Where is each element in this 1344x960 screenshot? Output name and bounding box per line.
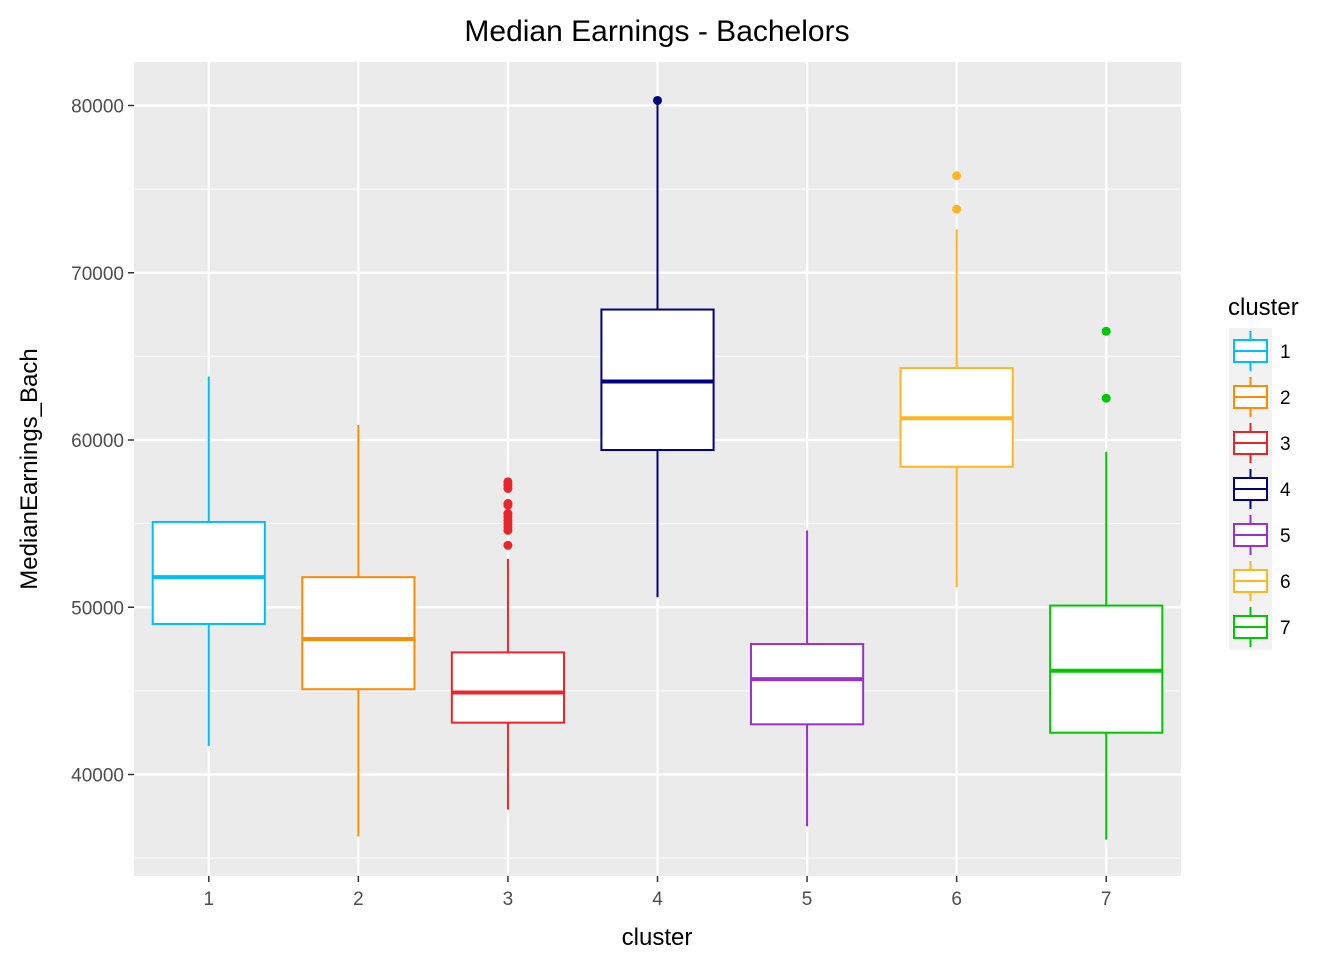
box-cluster-4: [600, 95, 715, 598]
x-tick-label: 7: [1101, 889, 1112, 910]
box-cluster-6: [899, 171, 1014, 588]
box-cluster-7: [1049, 326, 1164, 840]
legend-item-5: 5: [1229, 512, 1291, 558]
legend-title: cluster: [1228, 294, 1299, 321]
legend-label: 6: [1280, 572, 1291, 593]
legend-label: 4: [1280, 480, 1291, 501]
y-tick-label: 60000: [71, 431, 124, 452]
legend-item-6: 6: [1229, 558, 1291, 604]
x-tick-label: 6: [951, 889, 962, 910]
box-cluster-5: [749, 530, 865, 827]
legend-item-7: 7: [1229, 604, 1291, 650]
chart-title: Median Earnings - Bachelors: [464, 15, 849, 48]
x-tick-label: 5: [802, 889, 813, 910]
x-tick-label: 2: [353, 889, 364, 910]
box-iqr: [450, 651, 566, 724]
legend-label: 5: [1280, 526, 1291, 547]
outlier-point: [1101, 393, 1111, 403]
legend: cluster 1 2 3 4 5 6 7: [1228, 294, 1299, 650]
outlier-point: [1101, 326, 1111, 336]
box-iqr: [749, 643, 865, 726]
x-axis-title: cluster: [622, 924, 693, 951]
legend-label: 2: [1280, 388, 1291, 409]
box-iqr: [301, 576, 416, 691]
outlier-point: [503, 499, 513, 509]
legend-item-1: 1: [1229, 328, 1291, 374]
box-cluster-1: [151, 376, 266, 747]
legend-label: 7: [1280, 618, 1291, 639]
outlier-point: [952, 204, 962, 214]
legend-item-2: 2: [1229, 374, 1291, 420]
y-tick-label: 40000: [71, 766, 124, 787]
legend-item-4: 4: [1229, 466, 1291, 512]
outlier-point: [503, 477, 513, 487]
outlier-point: [503, 509, 513, 519]
axes: 40000 50000 60000 70000 80000 1 2 3 4 5 6 7: [71, 97, 1111, 911]
legend-item-3: 3: [1229, 420, 1291, 466]
y-tick-label: 50000: [71, 598, 124, 619]
boxes: [151, 95, 1164, 840]
outlier-point: [952, 171, 962, 181]
y-tick-label: 70000: [71, 264, 124, 285]
x-tick-label: 4: [652, 889, 663, 910]
box-cluster-3: [450, 477, 566, 810]
box-cluster-2: [301, 424, 416, 837]
x-tick-label: 3: [503, 889, 514, 910]
legend-label: 1: [1280, 342, 1291, 363]
y-axis-title: MedianEarnings_Bach: [16, 348, 43, 590]
outlier-point: [653, 95, 662, 105]
outlier-point: [503, 540, 513, 550]
legend-label: 3: [1280, 434, 1291, 455]
box-iqr: [151, 520, 266, 625]
x-tick-label: 1: [203, 889, 214, 910]
y-tick-label: 80000: [71, 97, 124, 118]
